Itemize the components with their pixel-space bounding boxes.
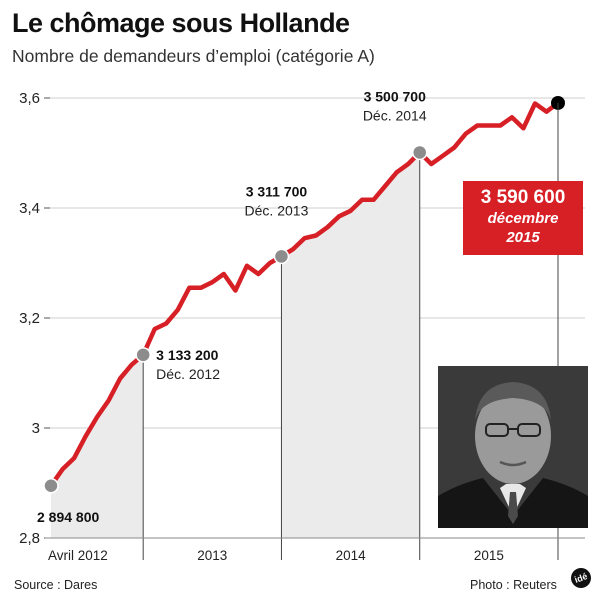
series-line (48, 100, 561, 488)
annotation-marker (273, 248, 290, 265)
annotation-value: 3 500 700 (364, 88, 426, 104)
year-band (51, 354, 144, 538)
annotation-date: Déc. 2014 (363, 107, 427, 123)
y-tick-label: 2,8 (19, 530, 40, 547)
annotation-marker (135, 347, 151, 363)
annotation-marker (43, 478, 59, 494)
portrait-photo (438, 366, 588, 528)
x-tick-label: 2015 (474, 548, 504, 563)
x-tick-label: 2014 (336, 548, 367, 563)
x-tick-label: 2013 (197, 548, 227, 563)
highlight-callout: 3 590 600 décembre 2015 (463, 181, 583, 255)
marker-layer (43, 95, 565, 494)
chart-subtitle: Nombre de demandeurs d’emploi (catégorie… (12, 46, 375, 66)
highlight-date-line1: décembre (487, 210, 559, 227)
axis-layer: 2,8 3 3,2 3,4 3,6 Avril 2012 2013 2014 2015 (19, 90, 585, 563)
annotation-date: Déc. 2012 (156, 366, 220, 382)
chart-title: Le chômage sous Hollande (12, 8, 350, 38)
annotation-marker (411, 144, 428, 161)
source-note: Source : Dares (14, 578, 98, 592)
year-band (281, 152, 420, 538)
annotation-value: 3 311 700 (246, 183, 308, 199)
portrait-image (438, 366, 588, 528)
photo-credit: Photo : Reuters (470, 578, 557, 592)
x-tick-label: Avril 2012 (48, 548, 108, 563)
label-layer: 2 894 800 3 133 200 Déc. 2012 3 311 700 Déc.… (37, 88, 427, 524)
annotation-value: 3 133 200 (156, 347, 218, 363)
band-layer (51, 152, 420, 538)
highlight-date-line2: 2015 (506, 229, 540, 246)
y-tick-label: 3,4 (19, 200, 40, 217)
line-layer (48, 100, 561, 488)
y-tick-label: 3 (32, 420, 40, 437)
highlight-value: 3 590 600 (480, 187, 566, 208)
y-tick-label: 3,6 (19, 90, 40, 107)
annotation-value: 2 894 800 (37, 509, 99, 525)
annotation-date: Déc. 2013 (245, 202, 309, 218)
y-tick-label: 3,2 (19, 310, 40, 327)
